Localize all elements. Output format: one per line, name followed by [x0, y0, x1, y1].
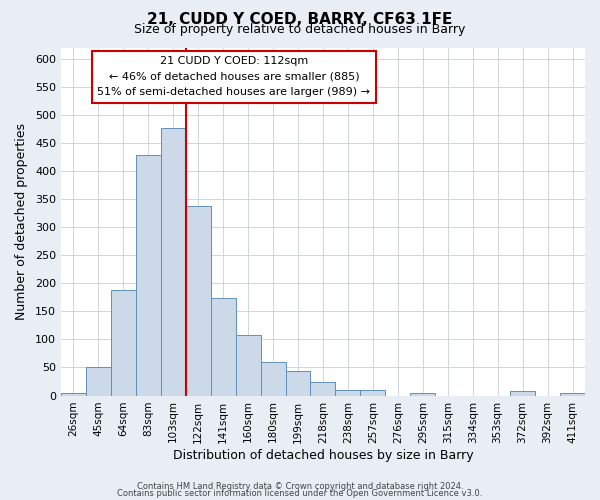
- Bar: [111, 290, 136, 396]
- Bar: [335, 390, 361, 396]
- Bar: [186, 206, 211, 396]
- Bar: [310, 382, 335, 396]
- Bar: [410, 393, 435, 396]
- Bar: [61, 393, 86, 396]
- Bar: [510, 391, 535, 396]
- Bar: [560, 393, 585, 396]
- Text: Contains public sector information licensed under the Open Government Licence v3: Contains public sector information licen…: [118, 488, 482, 498]
- Bar: [86, 368, 111, 396]
- Bar: [161, 128, 186, 396]
- Bar: [236, 336, 260, 396]
- X-axis label: Distribution of detached houses by size in Barry: Distribution of detached houses by size …: [173, 450, 473, 462]
- Bar: [136, 156, 161, 396]
- Text: 21 CUDD Y COED: 112sqm
← 46% of detached houses are smaller (885)
51% of semi-de: 21 CUDD Y COED: 112sqm ← 46% of detached…: [97, 56, 370, 98]
- Bar: [361, 390, 385, 396]
- Bar: [286, 371, 310, 396]
- Bar: [211, 298, 236, 396]
- Y-axis label: Number of detached properties: Number of detached properties: [15, 123, 28, 320]
- Text: Contains HM Land Registry data © Crown copyright and database right 2024.: Contains HM Land Registry data © Crown c…: [137, 482, 463, 491]
- Text: Size of property relative to detached houses in Barry: Size of property relative to detached ho…: [134, 24, 466, 36]
- Text: 21, CUDD Y COED, BARRY, CF63 1FE: 21, CUDD Y COED, BARRY, CF63 1FE: [148, 12, 452, 27]
- Bar: [260, 362, 286, 396]
